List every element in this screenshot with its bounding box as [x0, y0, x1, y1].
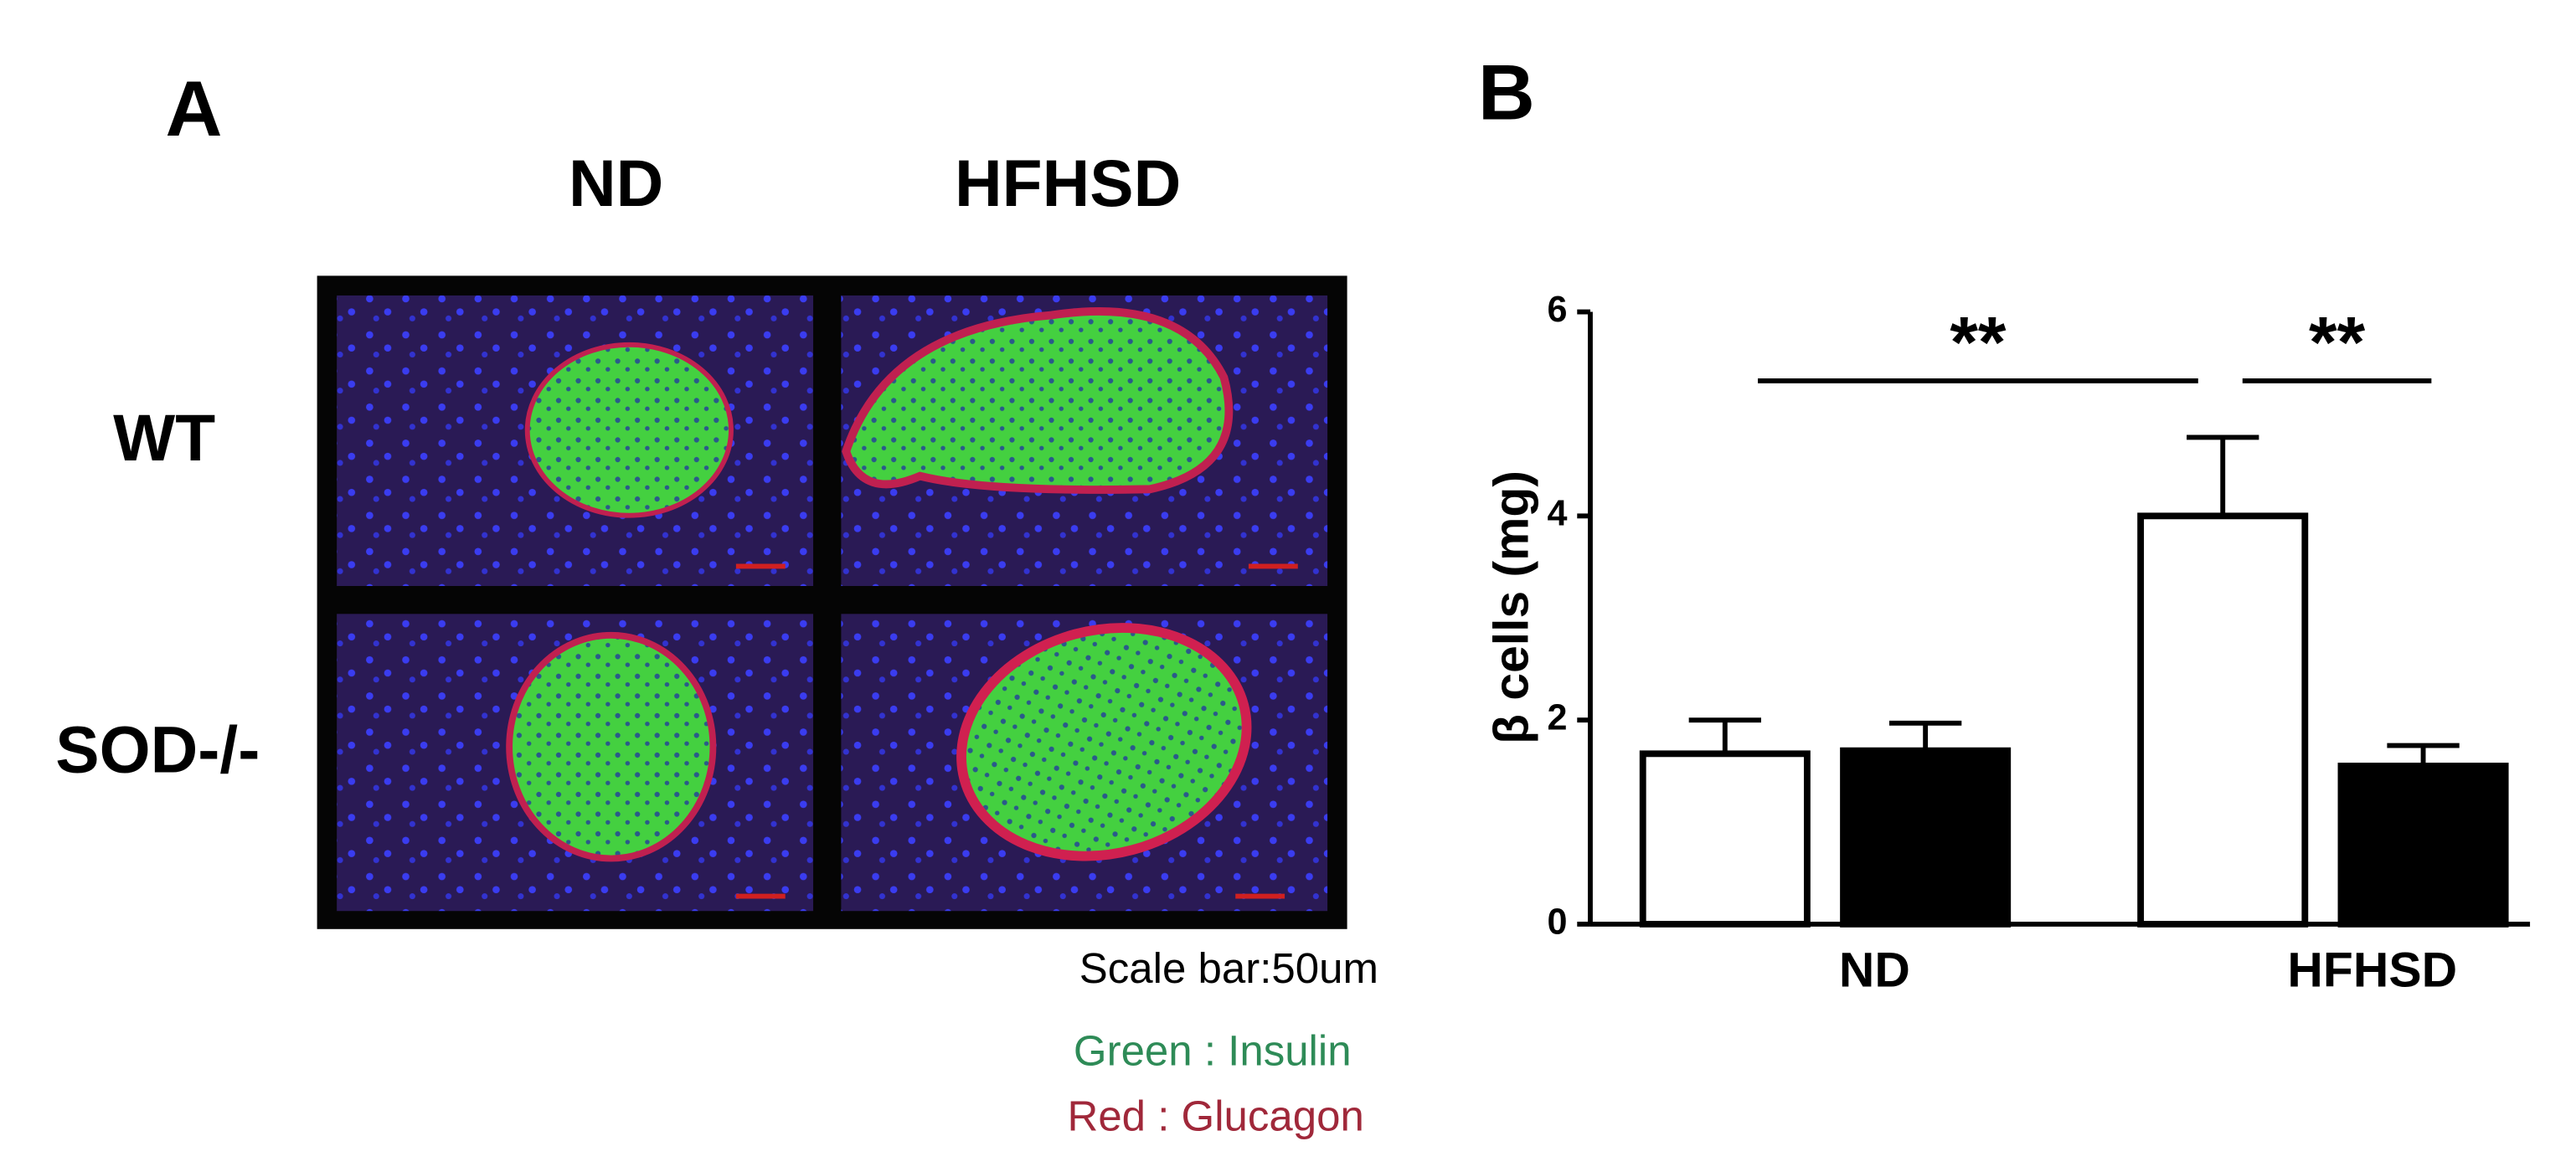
y-tick-label: 6 [1548, 290, 1568, 330]
row-label: WT [113, 401, 215, 475]
panel-letter: A [165, 64, 222, 152]
legend-text: Red : Glucagon [1068, 1092, 1364, 1140]
y-axis-label: β cells (mg) [1484, 470, 1538, 744]
x-tick-label: ND [1839, 943, 1910, 997]
panel-letter: B [1478, 49, 1535, 136]
column-label: ND [569, 146, 663, 220]
micrographs [317, 275, 1347, 929]
significance-label: ** [1950, 302, 2007, 383]
x-tick-label: HFHSD [2287, 943, 2457, 997]
y-tick-label: 0 [1548, 902, 1568, 942]
y-tick-label: 2 [1548, 698, 1568, 738]
scale-note: Scale bar:50um [1079, 944, 1378, 992]
bar [2137, 512, 2309, 928]
y-tick-label: 4 [1548, 494, 1568, 534]
bar [2337, 763, 2509, 928]
bar [1840, 747, 2012, 928]
row-label: SOD-/- [55, 713, 260, 787]
column-label: HFHSD [955, 146, 1181, 220]
bar [1639, 750, 1811, 928]
legend-text: Green : Insulin [1074, 1026, 1352, 1074]
significance-label: ** [2309, 302, 2366, 383]
